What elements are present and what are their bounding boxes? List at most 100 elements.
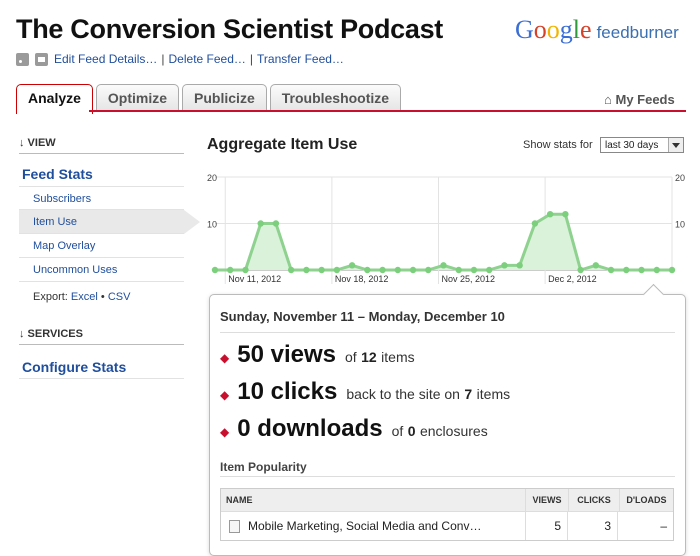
separator: |	[249, 52, 254, 66]
diamond-bullet-icon: ◆	[220, 425, 230, 439]
data-point	[211, 266, 219, 274]
feed-document-icon[interactable]	[35, 52, 48, 66]
data-point	[531, 220, 539, 227]
export-row: Export: Excel • CSV	[19, 285, 184, 309]
data-point	[287, 266, 295, 274]
table-row[interactable]: Mobile Marketing, Social Media and Conv……	[221, 511, 673, 540]
tab-optimize[interactable]: Optimize	[95, 84, 180, 112]
export-separator: •	[100, 291, 105, 303]
sidebar-item-item-use[interactable]: Item Use	[19, 210, 184, 234]
views-suffix: items	[381, 349, 415, 365]
column-header-clicks[interactable]: CLICKS	[569, 489, 620, 511]
item-name-cell[interactable]: Mobile Marketing, Social Media and Conv…	[221, 512, 526, 540]
views-metric: ◆ 50 views of 12 items	[220, 341, 415, 369]
transfer-feed-link[interactable]: Transfer Feed…	[257, 52, 344, 66]
feed-actions: Edit Feed Details… | Delete Feed… | Tran…	[16, 52, 344, 66]
delete-feed-link[interactable]: Delete Feed…	[168, 52, 246, 66]
clicks-metric: ◆ 10 clicks back to the site on 7 items	[220, 378, 510, 406]
y-tick-label: 20	[207, 173, 217, 183]
tab-troubleshootize[interactable]: Troubleshootize	[269, 84, 402, 112]
sidebar-item-uncommon-uses[interactable]: Uncommon Uses	[19, 258, 184, 282]
clicks-suffix: items	[476, 386, 511, 402]
table-header: NAME VIEWS CLICKS D'LOADS	[221, 489, 673, 511]
data-point	[364, 266, 371, 274]
data-point	[440, 262, 447, 269]
chevron-down-icon[interactable]	[668, 138, 683, 152]
y-tick-label: 10	[207, 220, 217, 230]
google-logo: Google	[515, 14, 592, 45]
data-point	[668, 266, 676, 274]
divider	[220, 332, 675, 333]
x-tick-label: Nov 11, 2012	[228, 274, 281, 284]
data-point	[501, 262, 508, 269]
stats-range-select[interactable]: last 30 days	[600, 137, 684, 153]
data-point	[272, 220, 280, 227]
tab-analyze[interactable]: Analyze	[16, 84, 93, 114]
tab-underline	[89, 110, 686, 112]
view-heading: ↓ VIEW	[19, 137, 184, 154]
data-point	[592, 262, 600, 269]
views-items-count: 12	[361, 349, 377, 365]
document-icon	[229, 519, 240, 533]
configure-stats-link[interactable]: Configure Stats	[22, 359, 127, 375]
data-point	[516, 262, 523, 269]
google-logo-letter: G	[515, 15, 534, 44]
data-point	[257, 220, 264, 227]
data-point	[470, 266, 478, 274]
item-use-chart: 10 10 20 20 Nov 11, 2012 Nov 18, 2012 Nov 25, …	[207, 173, 685, 284]
x-tick-label: Nov 18, 2012	[335, 274, 389, 284]
downloads-count: 0 downloads	[237, 415, 383, 442]
data-point	[486, 266, 493, 274]
google-logo-letter: e	[580, 15, 592, 44]
sidebar-item-label[interactable]: Subscribers	[33, 193, 92, 205]
clicks-count: 10 clicks	[237, 378, 338, 405]
rss-icon[interactable]	[16, 52, 29, 66]
google-logo-letter: o	[533, 15, 547, 44]
data-point	[455, 266, 462, 274]
data-point	[318, 266, 325, 274]
home-icon: ⌂	[604, 92, 612, 107]
export-label: Export:	[33, 291, 68, 303]
series-area	[215, 214, 672, 270]
column-header-dloads[interactable]: D'LOADS	[626, 495, 667, 505]
enclosures-count: 0	[407, 423, 416, 439]
data-point	[348, 262, 356, 269]
stats-range-value: last 30 days	[605, 140, 659, 151]
page-title: Aggregate Item Use	[207, 136, 358, 153]
column-header-name[interactable]: NAME	[221, 489, 526, 511]
my-feeds-link[interactable]: ⌂ My Feeds	[604, 92, 675, 107]
feed-stats-heading[interactable]: Feed Stats	[22, 166, 93, 182]
data-point	[303, 266, 310, 274]
export-csv-link[interactable]: CSV	[107, 291, 131, 303]
data-point	[333, 266, 341, 274]
date-range: Sunday, November 11 – Monday, December 1…	[220, 309, 505, 324]
tab-publicize[interactable]: Publicize	[182, 84, 267, 112]
clicks-cell: 3	[568, 512, 618, 540]
selection-pointer	[184, 210, 200, 234]
data-point	[546, 211, 554, 218]
sidebar-item-label[interactable]: Map Overlay	[33, 240, 96, 252]
downloads-metric: ◆ 0 downloads of 0 enclosures	[220, 415, 488, 443]
diamond-bullet-icon: ◆	[220, 351, 230, 365]
data-point	[425, 266, 432, 274]
x-tick-label: Dec 2, 2012	[548, 274, 597, 284]
sidebar-item-label[interactable]: Item Use	[33, 216, 78, 228]
views-of-text: of	[344, 349, 357, 365]
data-point	[562, 211, 569, 218]
item-name-link[interactable]: Mobile Marketing, Social Media and Conv…	[248, 519, 482, 533]
clicks-text: back to the site on	[346, 386, 460, 402]
feed-title: The Conversion Scientist Podcast	[16, 14, 444, 44]
sidebar-item-label[interactable]: Uncommon Uses	[33, 264, 118, 276]
export-excel-link[interactable]: Excel	[70, 291, 98, 303]
downloads-suffix: enclosures	[419, 423, 488, 439]
data-point	[379, 266, 386, 274]
google-feedburner-logo[interactable]: Google feedburner	[515, 14, 679, 45]
google-logo-letter: g	[559, 15, 573, 44]
column-header-views[interactable]: VIEWS	[526, 489, 569, 511]
stats-summary-panel: Sunday, November 11 – Monday, December 1…	[209, 283, 686, 556]
y-tick-label: 10	[675, 220, 685, 230]
services-heading: ↓ SERVICES	[19, 328, 184, 345]
edit-feed-details-link[interactable]: Edit Feed Details…	[54, 52, 158, 66]
sidebar-item-subscribers[interactable]: Subscribers	[19, 186, 184, 210]
sidebar-item-map-overlay[interactable]: Map Overlay	[19, 234, 184, 258]
